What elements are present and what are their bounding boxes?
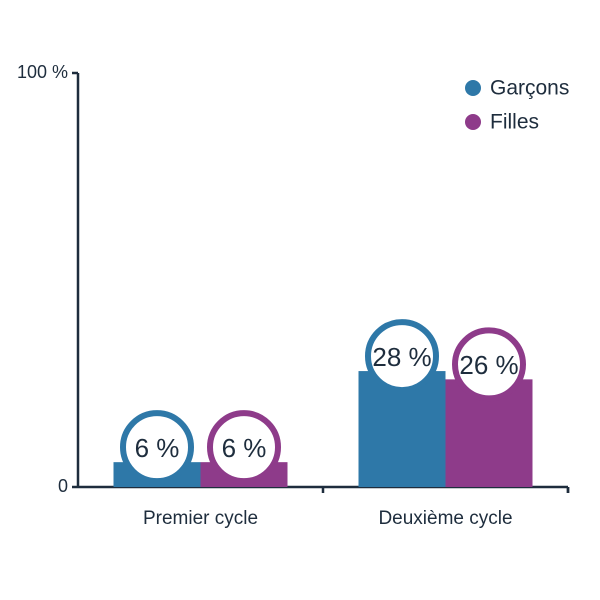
value-badge [365, 319, 439, 394]
legend-swatch [465, 114, 481, 130]
value-label: 6 % [222, 433, 267, 463]
value-label: 26 % [459, 350, 518, 380]
legend-label: Filles [490, 111, 539, 134]
value-label: 28 % [372, 342, 431, 372]
x-tick-label: Premier cycle [143, 508, 258, 529]
y-tick-label: 100 % [17, 62, 68, 82]
value-badge [452, 327, 526, 402]
y-tick-label: 0 [58, 476, 68, 496]
legend-swatch [465, 80, 481, 96]
value-label: 6 % [135, 433, 180, 463]
x-tick-label: Deuxième cycle [378, 508, 512, 529]
legend-label: Garçons [490, 77, 569, 100]
value-badge [120, 410, 194, 485]
value-badge [207, 410, 281, 485]
